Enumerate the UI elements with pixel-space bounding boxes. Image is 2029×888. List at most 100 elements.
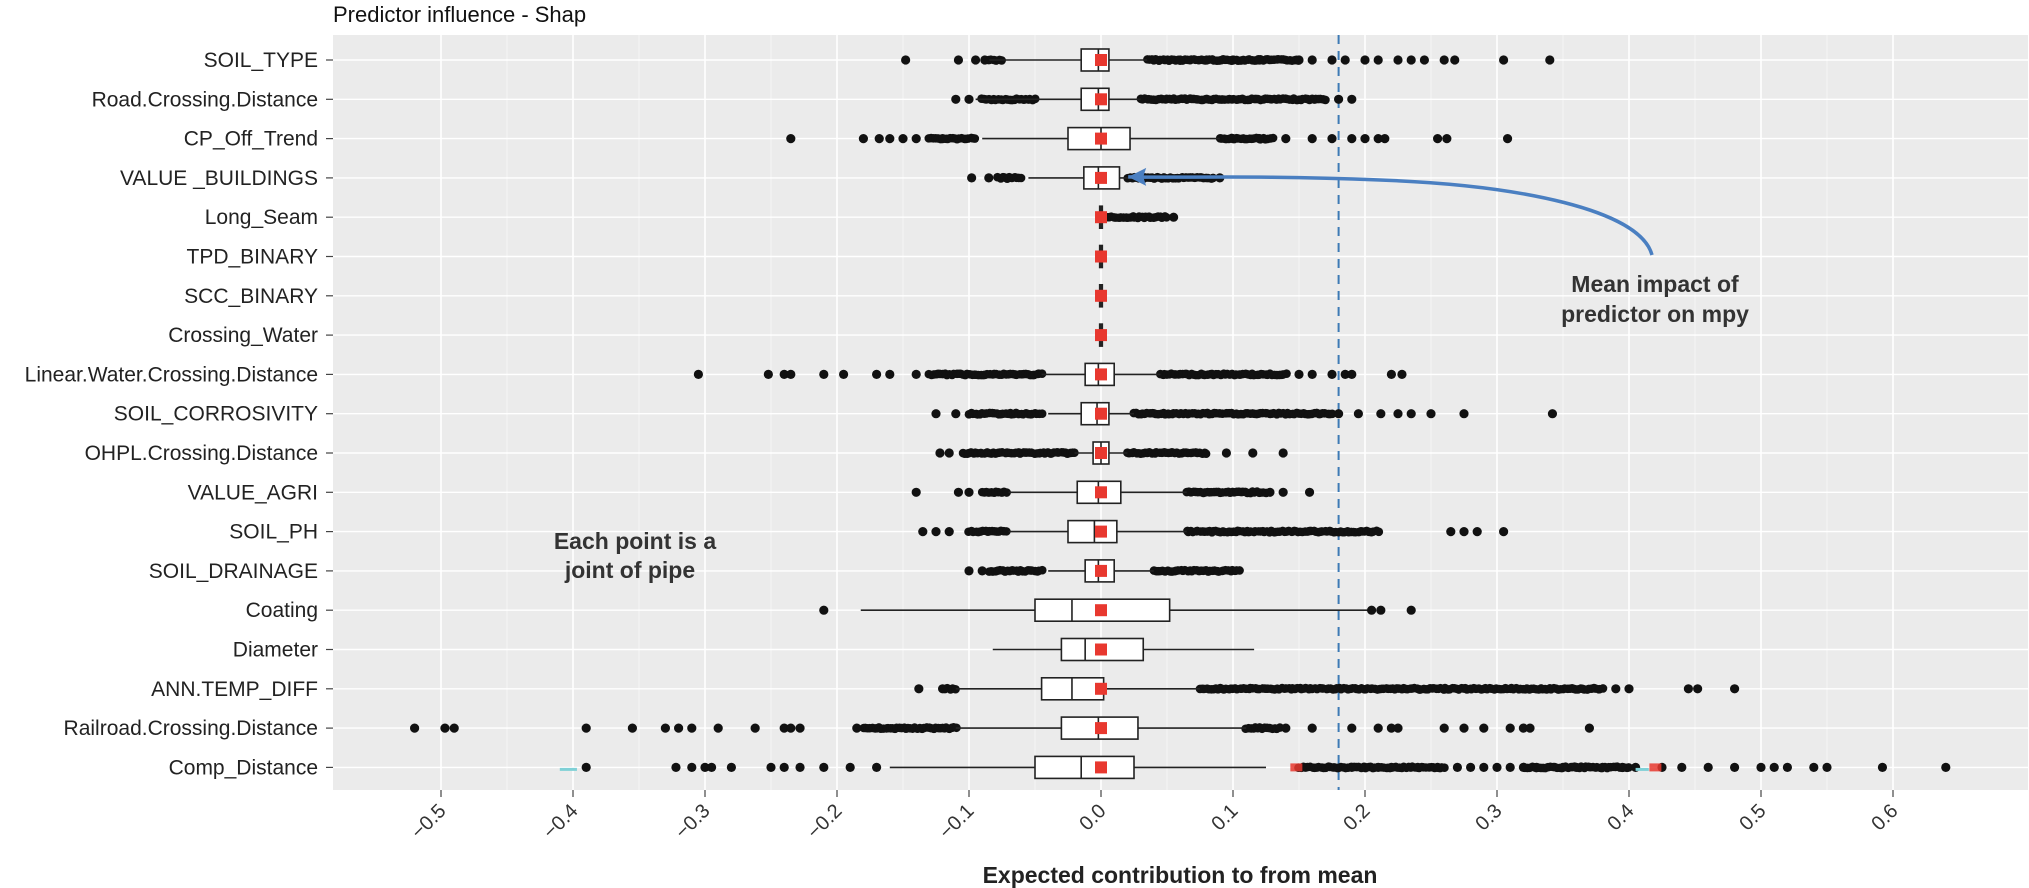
outlier-point [660,723,671,733]
outlier-point [953,55,964,65]
data-point [1037,409,1047,418]
outlier-point [1525,723,1535,733]
outlier-point [1294,55,1304,65]
outlier-point [1466,762,1476,773]
data-point [1201,449,1211,459]
outlier-point [1373,723,1383,733]
outlier-point [977,566,987,576]
data-point [1235,566,1244,575]
predictor-row [935,441,1288,465]
outlier-point [1386,369,1396,379]
outlier-point [726,762,737,773]
outlier-point [1406,409,1416,419]
outlier-point [1499,55,1509,65]
outlier-point [707,762,717,773]
outlier-point [964,94,974,104]
outlier-point [1347,762,1357,773]
outlier-point [1426,409,1436,419]
mean-marker [1095,682,1107,695]
y-label: SOIL_DRAINAGE [149,560,318,583]
outlier-point [766,762,776,773]
y-label: Linear.Water.Crossing.Distance [25,363,318,386]
y-label: Railroad.Crossing.Distance [64,717,318,740]
outlier-point [1683,684,1693,694]
outlier-point [858,134,869,144]
outlier-point [1347,134,1357,144]
outlier-point [440,723,450,733]
outlier-point [1502,134,1513,144]
outlier-point [914,684,924,694]
mean-marker [1095,761,1107,774]
outlier-point [1782,762,1792,773]
outlier-point [971,55,981,65]
predictor-row [918,519,1509,544]
predictor-row [1095,244,1107,269]
annotation-mean-impact-line2: predictor on mpy [1561,301,1749,327]
outlier-point [1545,55,1555,65]
y-label: VALUE_AGRI [188,481,318,504]
predictor-row [931,401,1558,426]
outlier-point [581,762,591,773]
predictor-row [786,126,1513,151]
outlier-point [1169,212,1179,222]
mean-marker [1095,368,1107,381]
x-tick-label: −0.1 [935,800,978,843]
predictor-row [901,48,1555,72]
outlier-point [1376,605,1386,615]
outlier-point [627,723,638,733]
x-tick-label: −0.5 [407,800,450,843]
outlier-point [1505,762,1515,773]
outlier-point [795,723,805,733]
outlier-point [951,94,961,104]
highlight-mark [1649,763,1662,772]
y-label: SOIL_CORROSIVITY [114,403,318,426]
outlier-point [819,369,829,379]
x-tick-label: −0.3 [671,800,714,843]
outlier-point [1307,369,1317,379]
mean-marker [1095,564,1107,577]
outlier-point [1730,762,1740,773]
outlier-point [700,762,710,773]
outlier-point [901,55,911,65]
outlier-point [1532,762,1542,773]
outlier-point [1518,762,1528,773]
outlier-point [786,723,796,733]
mean-marker [1095,171,1107,184]
outlier-point [1571,762,1581,773]
data-point [951,684,960,694]
outlier-point [1334,94,1344,104]
y-label: Crossing_Water [168,324,318,347]
chart-title: Predictor influence - Shap [333,2,586,27]
outlier-point [1547,409,1558,419]
mean-marker [1095,132,1107,145]
mean-marker [1095,447,1107,459]
mean-marker [1095,722,1107,735]
outlier-point [1769,762,1779,773]
outlier-point [1294,369,1304,379]
outlier-point [1518,723,1528,733]
predictor-row [581,755,1951,780]
outlier-point [872,369,882,379]
predictor-row [819,598,1416,623]
outlier-point [1307,55,1317,65]
outlier-point [1360,55,1370,65]
outlier-point [713,723,723,733]
outlier-point [944,527,954,537]
outlier-point [779,369,789,379]
annotation-mean-impact: Mean impact of predictor on mpy [1561,271,1749,327]
outlier-point [1693,684,1703,694]
data-point [970,134,980,143]
data-point [1162,213,1171,222]
outlier-point [1442,134,1452,144]
outlier-point [874,134,884,144]
outlier-point [911,369,921,379]
outlier-point [938,684,948,694]
outlier-point [1822,762,1832,773]
outlier-point [1730,684,1740,694]
y-label: VALUE _BUILDINGS [120,167,318,190]
data-point [1016,173,1026,183]
x-tick-label: 0.0 [1075,800,1110,835]
outlier-point [1373,134,1383,144]
outlier-point [1380,134,1390,144]
outlier-point [1479,762,1489,773]
